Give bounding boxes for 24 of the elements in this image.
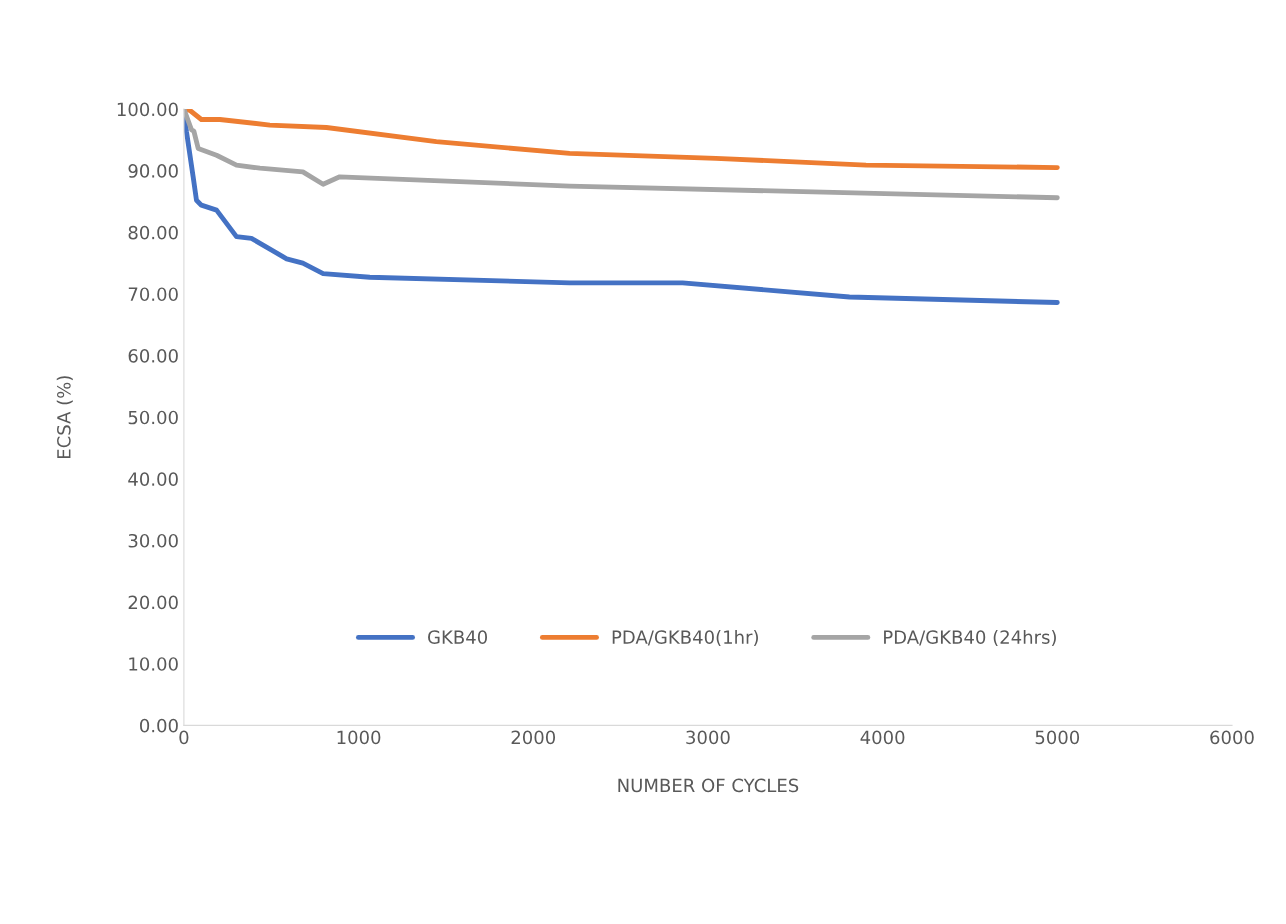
y-tick-label: 40.00 — [128, 472, 178, 486]
x-tick-label: 2000 — [511, 730, 556, 745]
x-axis-title: NUMBER OF CYCLES — [618, 778, 799, 793]
y-tick-label: 90.00 — [128, 164, 178, 178]
y-tick-label: 80.00 — [128, 225, 178, 240]
y-axis-title: ECSA (%) — [56, 376, 73, 458]
y-tick-label: 50.00 — [128, 410, 178, 425]
y-tick-label: 20.00 — [128, 595, 178, 610]
x-tick-label: 0 — [179, 730, 189, 745]
x-tick-label: 6000 — [1210, 730, 1254, 745]
x-tick-label: 4000 — [860, 730, 905, 745]
y-tick-label: 0.00 — [140, 718, 178, 733]
y-tick-label: 10.00 — [129, 657, 178, 671]
y-tick-label: 30.00 — [128, 533, 178, 548]
y-tick-label: 70.00 — [128, 287, 178, 302]
legend-label: PDA/GKB40(1hr) — [612, 629, 758, 647]
y-tick-label: 60.00 — [128, 349, 178, 363]
y-tick-label: 100.00 — [117, 102, 178, 117]
x-tick-label: 5000 — [1035, 730, 1080, 745]
legend-label: GKB40 — [428, 630, 488, 644]
line-series — [183, 109, 1060, 201]
legend-label: PDA/GKB40 (24hrs) — [884, 629, 1056, 647]
x-tick-label: 3000 — [686, 730, 730, 745]
x-tick-label: 1000 — [337, 730, 381, 745]
